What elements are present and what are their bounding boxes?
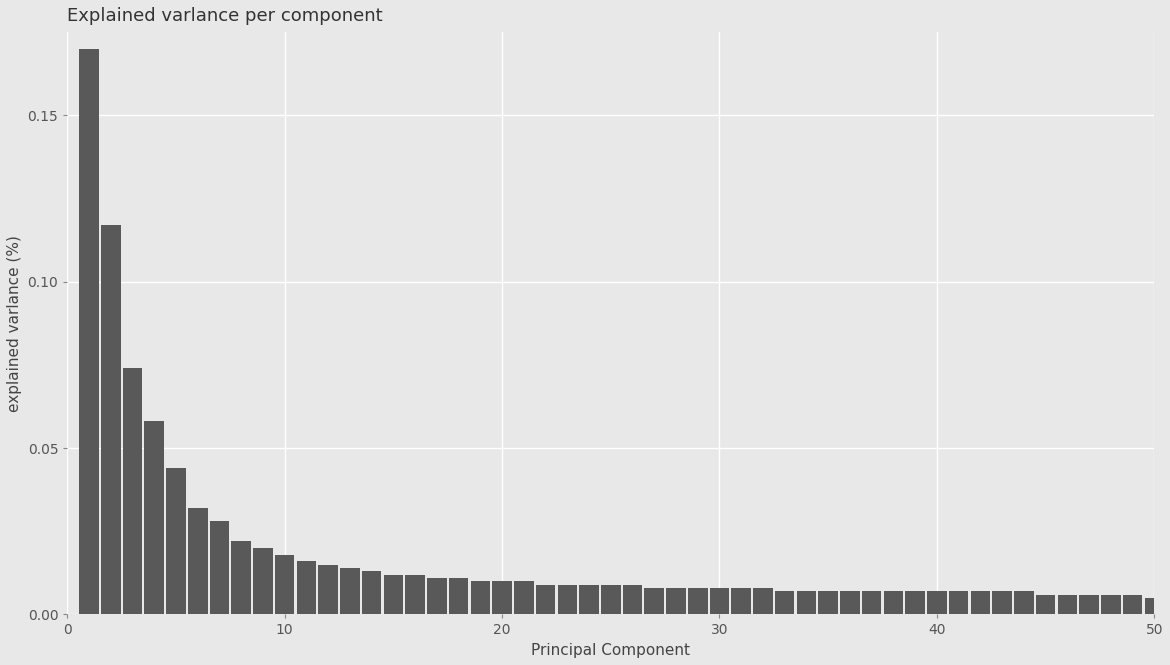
Bar	[318, 565, 338, 614]
Bar	[797, 591, 817, 614]
Bar	[144, 422, 164, 614]
Bar	[166, 468, 186, 614]
Bar	[949, 591, 969, 614]
Bar	[188, 508, 207, 614]
Bar	[558, 585, 577, 614]
Bar	[536, 585, 556, 614]
Bar	[384, 575, 404, 614]
Bar	[340, 568, 359, 614]
Bar	[645, 588, 665, 614]
Text: Explained varlance per component: Explained varlance per component	[68, 7, 383, 25]
Bar	[209, 521, 229, 614]
Bar	[405, 575, 425, 614]
Bar	[883, 591, 903, 614]
Bar	[101, 225, 121, 614]
Bar	[493, 581, 511, 614]
Bar	[927, 591, 947, 614]
Bar	[1144, 598, 1164, 614]
Bar	[579, 585, 599, 614]
Bar	[666, 588, 686, 614]
Bar	[906, 591, 925, 614]
Bar	[622, 585, 642, 614]
Bar	[1123, 595, 1142, 614]
Bar	[1058, 595, 1078, 614]
Bar	[427, 578, 447, 614]
Bar	[80, 49, 98, 614]
X-axis label: Principal Component: Principal Component	[531, 643, 690, 658]
Bar	[818, 591, 838, 614]
Bar	[449, 578, 468, 614]
Bar	[1101, 595, 1121, 614]
Bar	[840, 591, 860, 614]
Bar	[1035, 595, 1055, 614]
Bar	[775, 591, 794, 614]
Bar	[992, 591, 1012, 614]
Bar	[514, 581, 534, 614]
Bar	[971, 591, 990, 614]
Bar	[710, 588, 729, 614]
Bar	[232, 541, 252, 614]
Bar	[753, 588, 772, 614]
Bar	[601, 585, 620, 614]
Bar	[1014, 591, 1033, 614]
Bar	[862, 591, 881, 614]
Bar	[1079, 595, 1099, 614]
Bar	[253, 548, 273, 614]
Bar	[470, 581, 490, 614]
Y-axis label: explained varlance (%): explained varlance (%)	[7, 235, 22, 412]
Bar	[297, 561, 316, 614]
Bar	[275, 555, 295, 614]
Bar	[688, 588, 708, 614]
Bar	[362, 571, 381, 614]
Bar	[123, 368, 143, 614]
Bar	[731, 588, 751, 614]
